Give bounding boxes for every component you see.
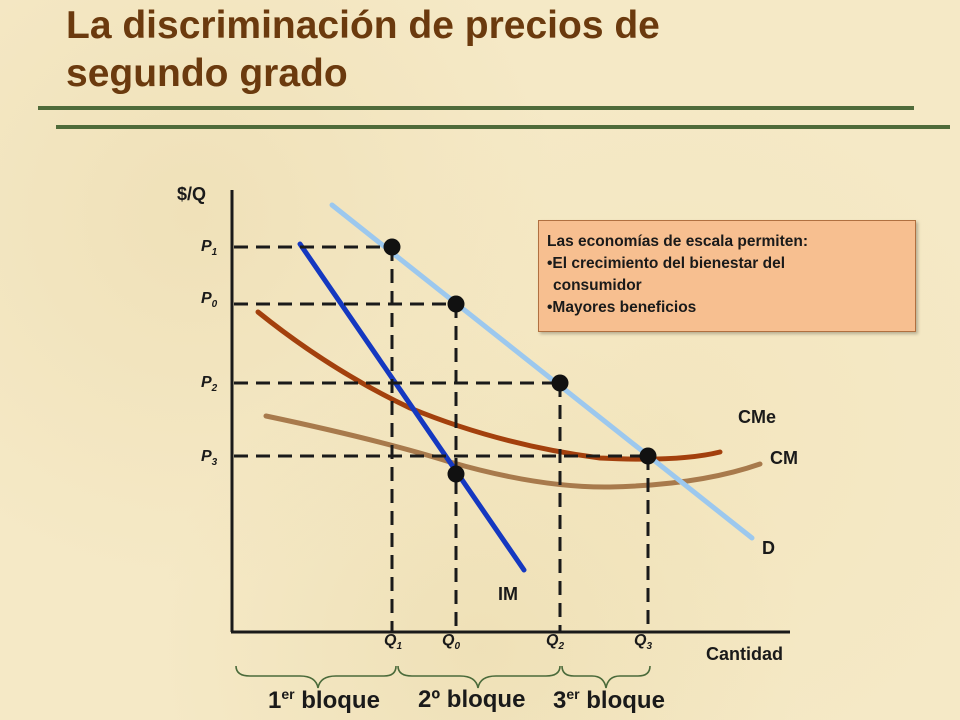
x-axis-label: Cantidad <box>706 644 784 664</box>
demand-curve <box>329 202 755 541</box>
marginal-cost-curve <box>263 413 763 490</box>
brace-block-2 <box>397 665 561 689</box>
block-3-label: 3er bloque <box>553 686 665 714</box>
slide-title: La discriminación de precios de segundo … <box>66 2 660 98</box>
title-rule-bottom <box>56 125 950 129</box>
marginal-cost-label: CM <box>770 448 798 468</box>
title-rule-top <box>38 106 914 110</box>
average-cost-label: CMe <box>738 407 777 427</box>
price-label-p2: P2 <box>201 374 218 395</box>
quantity-label-q3: Q3 <box>634 632 653 653</box>
y-axis-label: $/Q <box>177 184 207 204</box>
price-label-p0: P0 <box>201 290 218 311</box>
brace-block-3 <box>561 665 651 689</box>
title-line-1: La discriminación de precios de <box>66 4 660 47</box>
note-bullet-2: •Mayores beneficios <box>547 299 697 316</box>
demand-label: D <box>762 538 775 558</box>
block-2-label: 2º bloque <box>418 686 526 713</box>
point-p1-q1 <box>383 238 401 256</box>
note-bullet-1-line-1: •El crecimiento del bienestar del <box>547 255 786 272</box>
point-p3-q3 <box>639 447 657 465</box>
point-im-cm-intersection <box>447 465 465 483</box>
brace-block-1 <box>235 665 397 689</box>
note-heading: Las economías de escala permiten: <box>547 233 809 250</box>
point-p0-q0 <box>447 295 465 313</box>
marginal-revenue-label: IM <box>498 584 518 604</box>
quantity-label-q2: Q2 <box>546 632 565 653</box>
quantity-label-q1: Q1 <box>384 632 403 653</box>
economies-of-scale-note: Las economías de escala permiten: •El cr… <box>538 220 916 332</box>
block-1-label: 1er bloque <box>268 686 380 714</box>
average-cost-curve <box>255 309 723 462</box>
price-label-p1: P1 <box>201 238 218 259</box>
quantity-label-q0: Q0 <box>442 632 461 653</box>
title-line-2: segundo grado <box>66 52 348 95</box>
price-label-p3: P3 <box>201 448 218 469</box>
point-p2-q2 <box>551 374 569 392</box>
marginal-revenue-curve <box>297 241 527 573</box>
note-bullet-1-line-2: consumidor <box>553 277 642 294</box>
